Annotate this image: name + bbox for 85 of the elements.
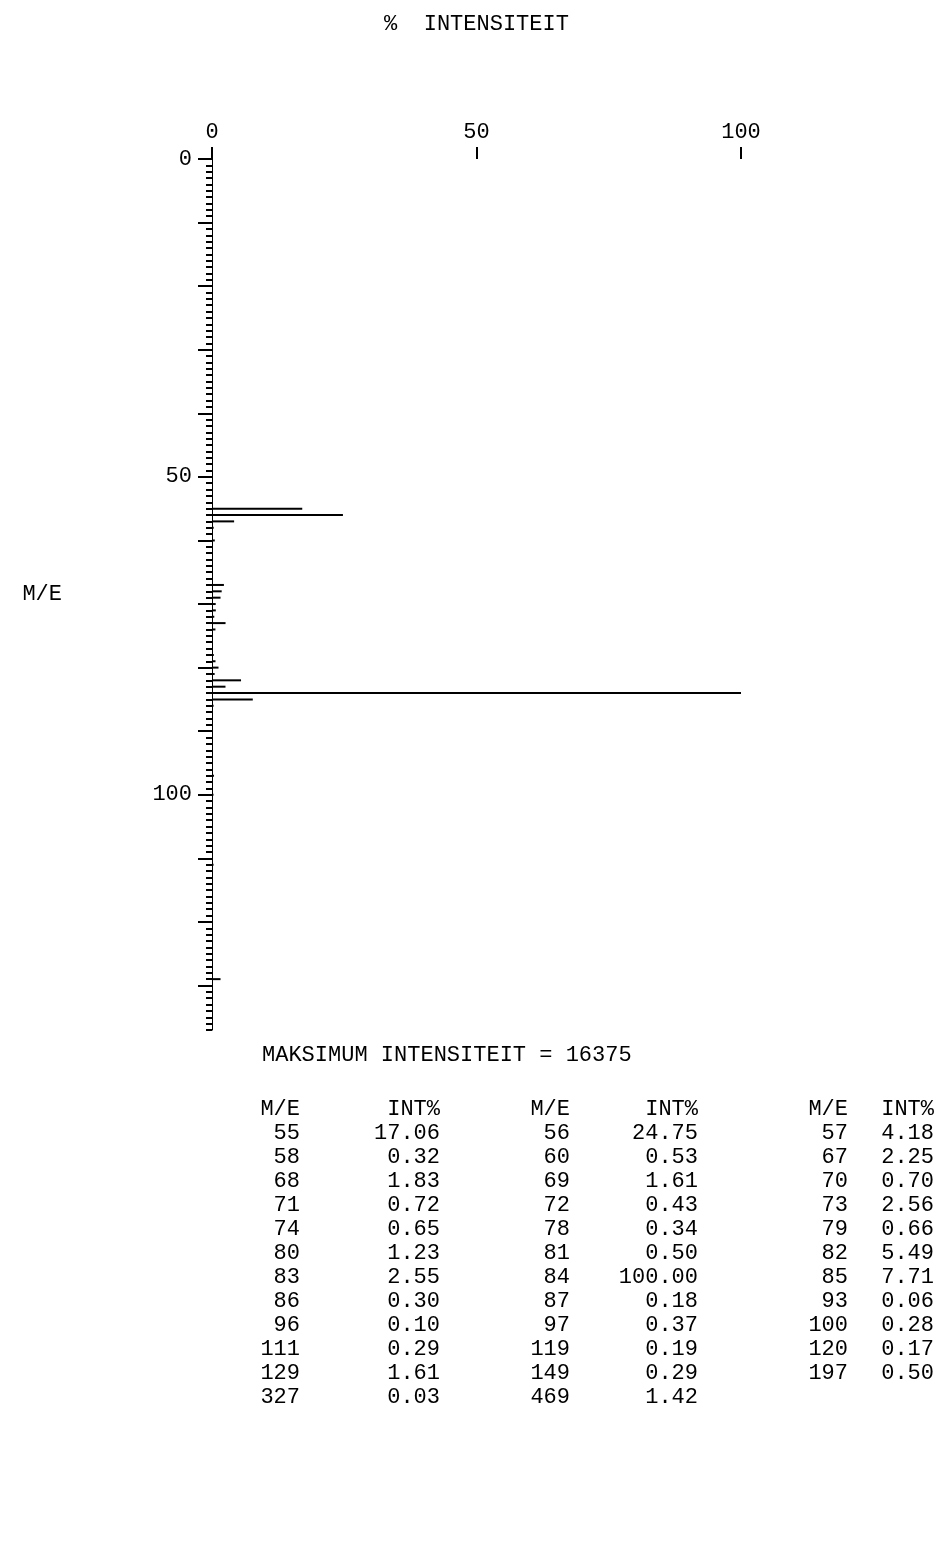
text: 0.66	[881, 1217, 934, 1242]
text: 0.50	[881, 1361, 934, 1386]
y-tick-label: 50	[165, 464, 192, 490]
text: 2.25	[881, 1145, 934, 1170]
text: M/E	[808, 1097, 848, 1122]
category-label: 55	[272, 1121, 300, 1146]
text: 0.43	[645, 1193, 698, 1218]
text: 0.06	[881, 1289, 934, 1314]
text: 1.23	[387, 1241, 440, 1266]
text: 1.42	[645, 1385, 698, 1410]
category-label: 327	[259, 1385, 300, 1410]
text: 0.03	[387, 1385, 440, 1410]
text: 5.49	[881, 1241, 934, 1266]
text: 0.19	[645, 1337, 698, 1362]
text: 0.10	[387, 1313, 440, 1338]
category-label: 73	[820, 1193, 848, 1218]
text: 0.34	[645, 1217, 698, 1242]
text: 17.06	[373, 1121, 440, 1146]
text: INT%	[881, 1097, 934, 1122]
category-label: 469	[529, 1385, 570, 1410]
text: 2.55	[387, 1265, 440, 1290]
category-label: 85	[820, 1265, 848, 1290]
text: 7.71	[881, 1265, 934, 1290]
category-label: 197	[807, 1361, 848, 1386]
text: 0.37	[645, 1313, 698, 1338]
text: 4.18	[881, 1121, 934, 1146]
x-tick-label: 0	[205, 119, 219, 145]
category-label: 86	[272, 1289, 300, 1314]
category-label: 67	[820, 1145, 848, 1170]
text: 0.29	[645, 1361, 698, 1386]
category-label: 119	[529, 1337, 570, 1362]
text: M/E	[259, 1097, 300, 1122]
y-axis-title: M/E	[22, 582, 62, 607]
category-label: 81	[542, 1241, 570, 1266]
text: 0.50	[645, 1241, 698, 1266]
category-label: 56	[542, 1121, 570, 1146]
text: 24.75	[631, 1121, 698, 1146]
y-tick-label: 0	[178, 146, 192, 172]
text: 0.29	[387, 1337, 440, 1362]
text: 0.53	[645, 1145, 698, 1170]
category-label: 72	[542, 1193, 570, 1218]
text: 100.00	[618, 1265, 698, 1290]
category-label: 74	[272, 1217, 300, 1242]
category-label: 83	[272, 1265, 300, 1290]
category-label: 87	[542, 1289, 570, 1314]
text: M/E	[530, 1097, 570, 1122]
category-label: 96	[272, 1313, 300, 1338]
text: 0.65	[387, 1217, 440, 1242]
text: 0.28	[881, 1313, 934, 1338]
category-label: 100	[807, 1313, 848, 1338]
x-tick-label: 100	[721, 119, 761, 145]
category-label: 149	[529, 1361, 570, 1386]
category-label: 71	[272, 1193, 300, 1218]
category-label: 68	[272, 1169, 300, 1194]
text: 0.30	[387, 1289, 440, 1314]
category-label: 80	[272, 1241, 300, 1266]
text: 0.72	[387, 1193, 440, 1218]
category-label: 97	[542, 1313, 570, 1338]
category-label: 58	[272, 1145, 300, 1170]
text: 0.18	[645, 1289, 698, 1314]
text: 0.32	[387, 1145, 440, 1170]
category-label: 57	[820, 1121, 848, 1146]
category-label: 70	[820, 1169, 848, 1194]
x-axis-title: % INTENSITEIT	[384, 11, 569, 37]
text: 1.83	[387, 1169, 440, 1194]
text: MAKSIMUM INTENSITEIT = 16375	[262, 1042, 632, 1068]
text: INT%	[645, 1097, 698, 1122]
text: 2.56	[881, 1193, 934, 1218]
category-label: 82	[820, 1241, 848, 1266]
text: 1.61	[387, 1361, 440, 1386]
text: INT%	[386, 1097, 440, 1122]
category-label: 120	[807, 1337, 848, 1362]
category-label: 79	[820, 1217, 848, 1242]
category-label: 60	[542, 1145, 570, 1170]
text: 0.17	[881, 1337, 934, 1362]
text: 1.61	[645, 1169, 698, 1194]
category-label: 84	[542, 1265, 570, 1290]
category-label: 69	[542, 1169, 570, 1194]
y-tick-label: 100	[152, 782, 192, 808]
category-label: 93	[820, 1289, 848, 1314]
text: 0.70	[881, 1169, 934, 1194]
category-label: 129	[259, 1361, 300, 1386]
category-label: 111	[259, 1337, 300, 1362]
x-tick-label: 50	[463, 119, 490, 145]
category-label: 78	[542, 1217, 570, 1242]
